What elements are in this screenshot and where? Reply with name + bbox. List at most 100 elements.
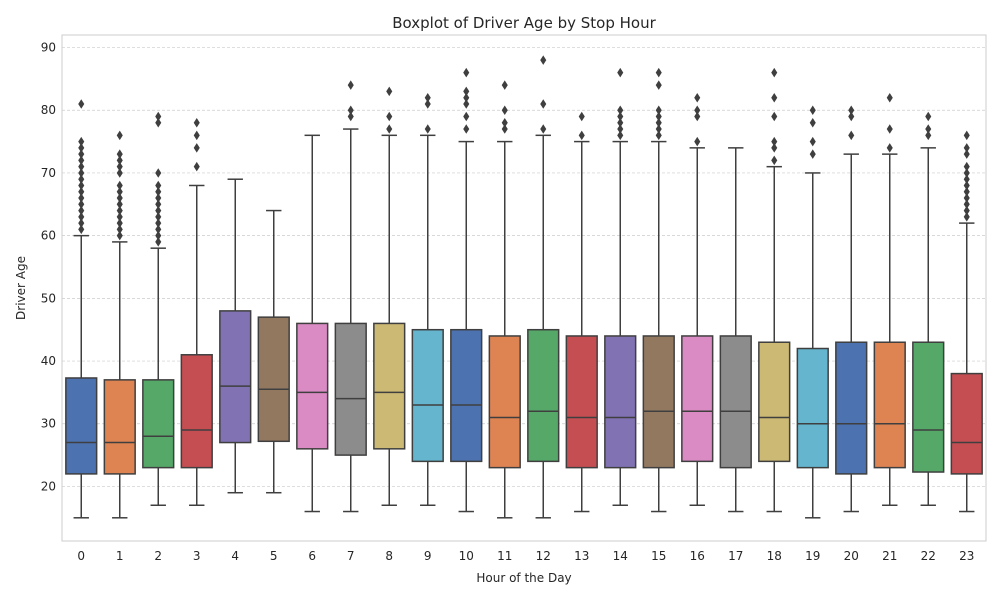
outlier-point	[116, 199, 123, 210]
box-iqr	[65, 377, 98, 475]
x-tick-label: 22	[921, 549, 936, 563]
outlier-point	[116, 205, 123, 216]
x-tick-label: 23	[959, 549, 974, 563]
outlier-point	[424, 124, 431, 134]
x-tick-label: 11	[497, 549, 512, 563]
x-tick-label: 2	[154, 549, 162, 563]
outlier-point	[78, 205, 85, 216]
outlier-point	[424, 92, 431, 103]
outlier-point	[155, 168, 162, 178]
x-tick-label: 1	[116, 549, 124, 563]
box-hour-10	[450, 67, 483, 513]
outlier-point	[848, 111, 855, 122]
outlier-point	[501, 124, 508, 134]
x-tick-label: 14	[613, 549, 628, 563]
box-iqr	[565, 335, 598, 469]
outlier-point	[963, 174, 970, 184]
outlier-point	[617, 111, 624, 122]
outlier-point	[809, 105, 816, 115]
outlier-point	[655, 105, 662, 115]
outlier-point	[116, 180, 123, 191]
y-tick-label: 50	[41, 291, 56, 305]
x-tick-label: 12	[536, 549, 551, 563]
outlier-point	[116, 155, 123, 166]
outlier-point	[963, 143, 970, 153]
x-axis-label: Hour of the Day	[476, 571, 571, 585]
outlier-point	[193, 143, 200, 153]
outlier-point	[655, 80, 662, 90]
grid-lines	[62, 47, 986, 487]
x-tick-label: 18	[767, 549, 782, 563]
box-hour-14	[604, 67, 637, 507]
box-hour-12	[527, 55, 560, 519]
outlier-point	[463, 124, 470, 134]
outlier-point	[155, 180, 162, 191]
box-hour-13	[565, 111, 598, 513]
outlier-point	[347, 111, 354, 122]
outlier-point	[347, 80, 354, 90]
outlier-point	[193, 161, 200, 172]
box-iqr	[180, 354, 213, 469]
plot-frame	[61, 34, 987, 542]
x-tick-label: 19	[805, 549, 820, 563]
box-hour-21	[873, 92, 906, 507]
outlier-point	[155, 193, 162, 203]
outlier-point	[771, 67, 778, 78]
outlier-point	[925, 111, 932, 122]
outlier-point	[771, 143, 778, 153]
box-iqr	[296, 322, 329, 450]
outlier-point	[694, 105, 701, 115]
box-series	[65, 55, 983, 519]
outlier-point	[963, 212, 970, 222]
outlier-point	[501, 105, 508, 115]
outlier-point	[155, 199, 162, 210]
outlier-point	[78, 218, 85, 228]
x-tick-label: 16	[690, 549, 705, 563]
outlier-point	[78, 199, 85, 210]
box-hour-23	[950, 130, 983, 513]
outlier-point	[463, 111, 470, 122]
x-tick-labels: 0 1 2 3 4 5 6 7 8 9 10 11 12 13 14 15 16 17 18 19 20 21 22 23	[77, 549, 974, 563]
chart-title: Boxplot of Driver Age by Stop Hour	[392, 14, 656, 32]
y-tick-label: 20	[41, 479, 56, 493]
box-iqr	[681, 335, 714, 463]
plot-background	[62, 35, 986, 541]
x-tick-label: 5	[270, 549, 278, 563]
outlier-point	[617, 124, 624, 134]
outlier-point	[78, 149, 85, 159]
outlier-point	[963, 199, 970, 210]
outlier-point	[925, 124, 932, 134]
outlier-point	[771, 136, 778, 147]
outlier-point	[155, 230, 162, 241]
y-tick-label: 90	[41, 41, 56, 55]
outlier-point	[809, 149, 816, 159]
outlier-point	[540, 55, 547, 65]
outlier-point	[386, 124, 393, 134]
outlier-point	[655, 130, 662, 141]
outlier-point	[193, 118, 200, 128]
outlier-point	[116, 130, 123, 141]
outlier-point	[809, 118, 816, 128]
box-iqr	[873, 341, 906, 469]
outlier-point	[78, 168, 85, 178]
outlier-point	[463, 86, 470, 97]
outlier-point	[848, 130, 855, 141]
y-tick-labels: 20 30 40 50 60 70 80 90	[41, 41, 56, 494]
outlier-point	[540, 99, 547, 109]
outlier-point	[694, 111, 701, 122]
box-iqr	[527, 328, 560, 463]
box-hour-15	[642, 67, 675, 513]
outlier-point	[771, 155, 778, 166]
box-iqr	[142, 379, 175, 469]
outlier-point	[886, 143, 893, 153]
x-tick-label: 0	[77, 549, 85, 563]
outlier-point	[155, 237, 162, 247]
x-tick-label: 9	[424, 549, 432, 563]
box-hour-2	[142, 111, 175, 507]
outlier-point	[771, 111, 778, 122]
outlier-point	[116, 230, 123, 241]
box-hour-6	[296, 134, 329, 513]
outlier-point	[617, 118, 624, 128]
outlier-point	[78, 161, 85, 172]
x-tick-label: 4	[231, 549, 239, 563]
